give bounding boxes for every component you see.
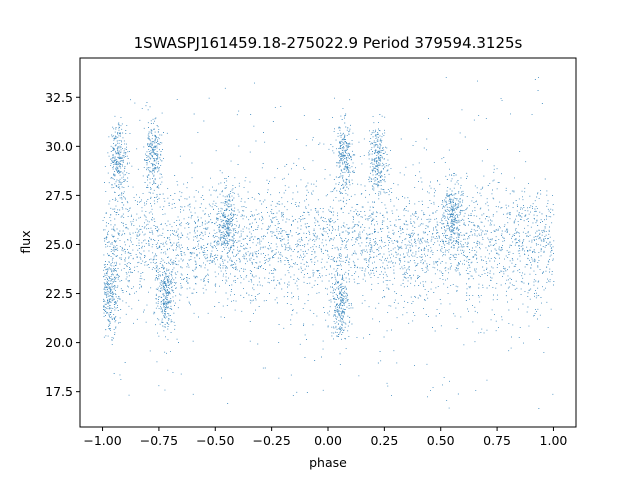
x-axis-label: phase: [309, 455, 347, 470]
y-axis-label: flux: [18, 230, 33, 253]
data-points-layer: [102, 77, 555, 409]
x-tick-label: −1.00: [83, 433, 121, 448]
x-tick-label: −0.50: [196, 433, 234, 448]
x-tick-label: −0.75: [140, 433, 178, 448]
y-tick-label: 32.5: [45, 90, 73, 105]
y-tick-label: 25.0: [45, 237, 73, 252]
y-tick-label: 27.5: [45, 188, 73, 203]
x-tick-label: 0.00: [314, 433, 342, 448]
x-axis: −1.00 −0.75 −0.50 −0.25 0.00 0.25 0.50 0.75 1.00: [83, 427, 567, 448]
x-tick-label: 1.00: [540, 433, 568, 448]
y-tick-label: 20.0: [45, 335, 73, 350]
y-axis: 17.5 20.0 22.5 25.0 27.5 30.0 32.5: [45, 90, 80, 399]
x-tick-label: 0.50: [427, 433, 455, 448]
y-tick-label: 22.5: [45, 286, 73, 301]
x-tick-label: 0.25: [370, 433, 398, 448]
x-tick-label: 0.75: [483, 433, 511, 448]
scatter-points: [102, 77, 555, 409]
y-tick-label: 30.0: [45, 139, 73, 154]
y-tick-label: 17.5: [45, 384, 73, 399]
chart-title: 1SWASPJ161459.18-275022.9 Period 379594.…: [134, 34, 523, 52]
x-tick-label: −0.25: [252, 433, 290, 448]
